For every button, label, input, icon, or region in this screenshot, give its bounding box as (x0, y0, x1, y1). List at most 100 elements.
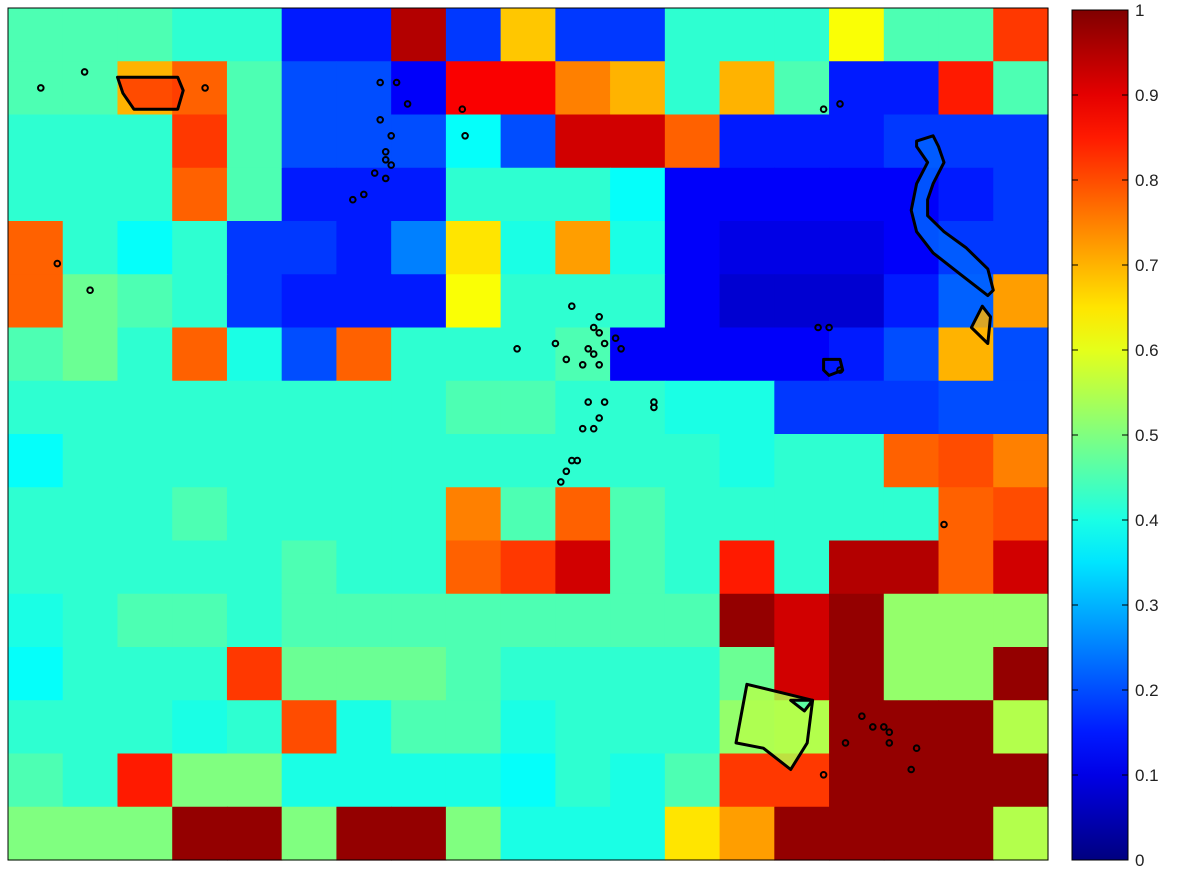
heatmap-cell (117, 540, 173, 595)
point-marker (814, 323, 822, 332)
heatmap-cell (993, 806, 1049, 861)
point-marker (392, 78, 401, 87)
heatmap-cell (172, 806, 228, 861)
heatmap-cell (719, 540, 775, 595)
heatmap-cell (664, 647, 721, 701)
point-marker (819, 105, 828, 113)
point-marker (600, 339, 609, 348)
point-marker (589, 424, 598, 433)
heatmap-cell (719, 61, 775, 116)
heatmap-cell (281, 434, 338, 488)
heatmap-cell (281, 540, 338, 595)
heatmap-cell (829, 593, 885, 648)
heatmap-cell (8, 753, 64, 808)
heatmap-cell (117, 700, 173, 755)
heatmap-cell (391, 700, 447, 755)
point-marker (595, 414, 604, 422)
colorbar-tick-label: 0.1 (1135, 766, 1159, 785)
point-marker (595, 313, 604, 321)
heatmap-cell (172, 274, 228, 329)
heatmap-cell (664, 274, 721, 329)
heatmap-cell (8, 434, 64, 488)
heatmap-cell (62, 700, 119, 755)
heatmap-cell (226, 221, 283, 275)
heatmap-cell (829, 167, 885, 222)
heatmap-cell (281, 593, 338, 648)
heatmap-cell (993, 221, 1049, 275)
heatmap-cell (226, 593, 283, 648)
heatmap-cell (336, 274, 392, 329)
heatmap-cell (336, 593, 392, 648)
point-marker (461, 132, 469, 140)
heatmap-cell (226, 753, 283, 808)
point-marker (562, 467, 571, 476)
heatmap-cell (500, 487, 556, 542)
heatmap-cell (829, 806, 885, 861)
point-marker (370, 169, 379, 177)
point-marker (611, 334, 620, 343)
region-outline (909, 134, 995, 298)
heatmap-cell (62, 593, 119, 648)
heatmap-cell (610, 8, 666, 62)
heatmap-cell (281, 274, 338, 329)
point-marker (573, 456, 582, 465)
point-marker (589, 350, 598, 358)
heatmap-cell (281, 114, 338, 169)
heatmap-cell (719, 221, 775, 275)
heatmap-cell (281, 487, 338, 542)
colorbar-tick-label: 0.8 (1135, 171, 1159, 190)
heatmap-cell (391, 327, 447, 382)
heatmap-cell (8, 647, 64, 701)
point-marker (381, 156, 390, 164)
heatmap-cell (226, 647, 283, 701)
point-marker (360, 190, 368, 199)
heatmap-cell (829, 434, 885, 488)
point-marker (381, 148, 390, 156)
point-marker (584, 398, 593, 406)
heatmap-cell (281, 61, 338, 116)
heatmap-cell (993, 114, 1049, 169)
heatmap-cell (829, 274, 885, 329)
heatmap-cell (774, 167, 830, 222)
heatmap-cell (281, 8, 338, 62)
heatmap-cell (281, 700, 338, 755)
outlined-regions (116, 75, 995, 771)
point-marker (869, 723, 877, 731)
point-marker (403, 100, 412, 108)
heatmap-cell (500, 700, 556, 755)
heatmap-cell (719, 167, 775, 222)
heatmap-cell (993, 434, 1049, 488)
heatmap-cell (281, 327, 338, 382)
heatmap-cell (445, 327, 502, 382)
heatmap-cell (336, 434, 392, 488)
point-marker (387, 132, 396, 140)
heatmap-cell (117, 753, 173, 808)
heatmap-cell (445, 167, 502, 222)
heatmap-cell (172, 327, 228, 382)
point-marker (53, 259, 62, 268)
heatmap-cell (883, 487, 940, 542)
heatmap-cell (829, 221, 885, 275)
heatmap-cell (993, 647, 1049, 701)
heatmap-cell (774, 540, 830, 595)
heatmap-cell (664, 593, 721, 648)
point-marker (912, 744, 921, 753)
heatmap-cell (829, 8, 885, 62)
heatmap-cell (391, 8, 447, 62)
heatmap-cell (8, 167, 64, 222)
heatmap-cell (445, 380, 502, 435)
point-marker (37, 84, 45, 92)
heatmap-cell (117, 8, 173, 62)
heatmap-cell (62, 647, 119, 701)
heatmap-cell (883, 61, 940, 116)
heatmap-cell (883, 327, 940, 382)
heatmap-cell (938, 540, 994, 595)
heatmap-cell (993, 593, 1049, 648)
colorbar-gradient (1072, 10, 1128, 860)
heatmap-cell (555, 434, 611, 488)
colorbar-tick-label: 0.5 (1135, 426, 1159, 445)
heatmap-cell (610, 753, 666, 808)
colorbar-tick-label: 0.2 (1135, 681, 1159, 700)
heatmap-cell (226, 540, 283, 595)
